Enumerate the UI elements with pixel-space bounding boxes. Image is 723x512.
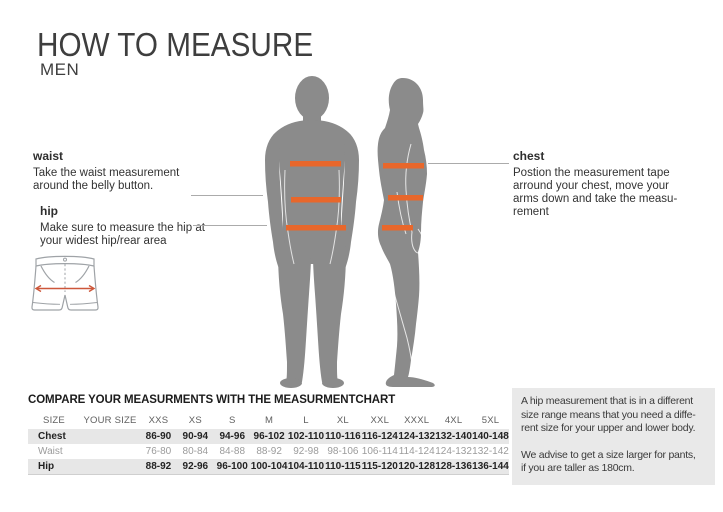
table-cell: 124-132 xyxy=(435,446,472,457)
chest-label: chest xyxy=(513,149,545,163)
front-chest-band xyxy=(290,161,341,167)
table-cell: 96-102 xyxy=(250,429,288,444)
note-paragraph: A hip measurement that is in a different… xyxy=(521,395,696,434)
table-cell: 100-104 xyxy=(250,459,288,475)
table-cell: 88-92 xyxy=(140,459,177,475)
column-header: XXS xyxy=(148,415,169,426)
man-front-silhouette xyxy=(265,76,359,388)
front-waist-band xyxy=(291,197,341,203)
column-header: 5XL xyxy=(481,415,500,426)
your-size-cell xyxy=(80,429,140,444)
shorts-hip-measure-icon xyxy=(31,255,99,311)
hip-connector-line xyxy=(193,225,267,226)
table-cell: 116-124 xyxy=(361,429,399,444)
note-box: A hip measurement that is in a different… xyxy=(512,388,715,485)
table-cell: 140-148 xyxy=(472,429,509,444)
waist-annotation: waist Take the waist measurement around … xyxy=(33,150,179,193)
front-hip-band xyxy=(286,225,346,231)
waist-connector-line xyxy=(191,195,263,196)
hip-label: hip xyxy=(40,204,58,218)
table-cell: 90-94 xyxy=(176,429,214,444)
column-header: M xyxy=(265,415,274,426)
side-waist-band xyxy=(388,195,423,201)
table-cell: 124-132 xyxy=(398,429,436,444)
table-cell: 88-92 xyxy=(256,446,282,457)
chest-annotation: chest Postion the measurement tape arrou… xyxy=(513,150,677,219)
column-header: XXXL xyxy=(404,415,430,426)
page-title: HOW TO MEASURE xyxy=(37,26,314,63)
row-label: Hip xyxy=(28,459,80,475)
table-cell: 84-88 xyxy=(219,446,246,457)
chest-description: Postion the measurement tape arround you… xyxy=(513,167,678,218)
table-cell: 132-140 xyxy=(435,429,473,444)
table-cell: 92-98 xyxy=(293,446,319,457)
hip-description: Make sure to measure the hip at your wid… xyxy=(40,222,205,247)
column-header: L xyxy=(303,415,309,426)
your-size-cell xyxy=(80,459,140,475)
table-row-chest: Chest 86-90 90-94 94-96 96-102 102-110 1… xyxy=(28,429,509,444)
size-chart-table: SIZE YOUR SIZE XXS XS S M L XL XXL XXXL … xyxy=(28,413,509,475)
row-label: Waist xyxy=(38,446,63,457)
row-label: Chest xyxy=(28,429,80,444)
waist-description: Take the waist measurement around the be… xyxy=(33,167,180,192)
column-header: 4XL xyxy=(444,415,463,426)
table-cell: 120-128 xyxy=(398,459,436,475)
hip-annotation: hip Make sure to measure the hip at your… xyxy=(40,205,205,248)
table-cell: 76-80 xyxy=(145,446,172,457)
table-cell: 92-96 xyxy=(176,459,214,475)
table-row-waist: Waist 76-80 80-84 84-88 88-92 92-98 98-1… xyxy=(28,444,509,459)
chest-connector-line xyxy=(428,163,509,164)
side-chest-band xyxy=(383,163,424,169)
hip-width-arrow xyxy=(34,284,96,293)
table-cell: 128-136 xyxy=(435,459,473,475)
column-header: XS xyxy=(188,415,202,426)
table-cell: 94-96 xyxy=(213,429,251,444)
column-header: YOUR SIZE xyxy=(83,415,137,426)
table-cell: 110-115 xyxy=(324,459,362,475)
table-cell: 132-142 xyxy=(472,446,509,457)
table-cell: 115-120 xyxy=(361,459,399,475)
page-subtitle: MEN xyxy=(40,60,80,79)
table-cell: 96-100 xyxy=(213,459,251,475)
your-size-cell xyxy=(80,444,140,459)
column-header: XL xyxy=(336,415,349,426)
table-row-hip: Hip 88-92 92-96 96-100 100-104 104-110 1… xyxy=(28,459,509,475)
table-cell: 80-84 xyxy=(182,446,209,457)
column-header: XXL xyxy=(370,415,390,426)
column-header: SIZE xyxy=(43,415,65,426)
side-hip-band xyxy=(382,225,413,231)
table-cell: 86-90 xyxy=(140,429,177,444)
table-cell: 106-114 xyxy=(361,446,398,457)
size-chart-title: COMPARE YOUR MEASURMENTS WITH THE MEASUR… xyxy=(28,394,396,406)
column-header: S xyxy=(228,415,236,426)
table-cell: 104-110 xyxy=(287,459,325,475)
table-cell: 114-124 xyxy=(398,446,435,457)
man-side-silhouette xyxy=(377,78,435,387)
note-paragraph: We advise to get a size larger for pants… xyxy=(521,448,696,475)
table-cell: 102-110 xyxy=(287,429,325,444)
table-cell: 110-116 xyxy=(324,429,362,444)
waist-label: waist xyxy=(33,149,64,163)
table-cell: 98-106 xyxy=(327,446,359,457)
header-row: SIZE YOUR SIZE XXS XS S M L XL XXL XXXL … xyxy=(28,413,509,429)
table-cell: 136-144 xyxy=(472,459,509,475)
